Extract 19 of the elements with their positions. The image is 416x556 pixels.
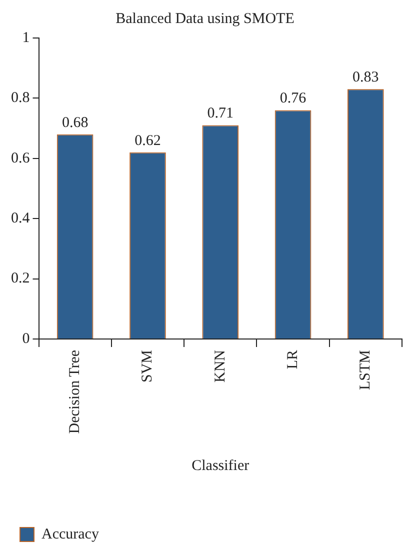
y-tick-label: 1 (22, 30, 30, 46)
x-tick-label: KNN (212, 350, 228, 382)
legend-label: Accuracy (42, 526, 100, 542)
y-tick-label: 0.4 (11, 210, 30, 227)
x-tick-label: Decision Tree (67, 350, 84, 434)
data-label: 0.71 (207, 106, 234, 122)
y-tick-label: 0.8 (11, 90, 30, 106)
x-tick-label: LR (284, 350, 301, 370)
chart-title: Balanced Data using SMOTE (116, 10, 294, 27)
x-tick-label: SVM (140, 350, 156, 382)
y-tick-label: 0.6 (11, 150, 30, 166)
x-tick-label: LSTM (358, 350, 374, 390)
y-tick-label: 0.2 (11, 270, 30, 287)
data-label: 0.68 (62, 114, 88, 131)
data-label: 0.83 (352, 70, 379, 86)
data-label: 0.62 (134, 132, 161, 149)
data-label: 0.76 (280, 90, 307, 107)
y-tick-label: 0 (22, 330, 30, 347)
x-axis-title: Classifier (192, 458, 250, 474)
